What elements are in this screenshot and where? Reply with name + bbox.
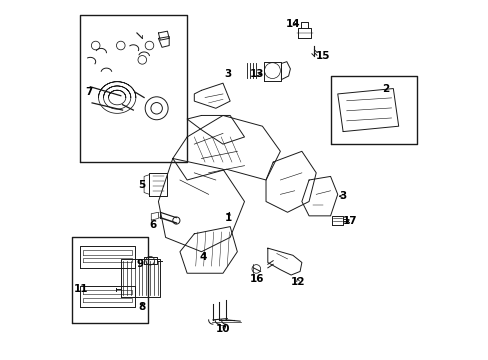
Text: 5: 5 [139, 180, 145, 190]
Text: 9: 9 [137, 259, 144, 269]
Text: 10: 10 [215, 324, 230, 334]
Text: 11: 11 [74, 284, 88, 294]
Text: 17: 17 [342, 216, 357, 226]
Text: 13: 13 [249, 69, 264, 79]
Text: 12: 12 [290, 277, 305, 287]
Text: 16: 16 [249, 274, 264, 284]
Text: 6: 6 [149, 220, 156, 230]
Text: 1: 1 [224, 213, 231, 222]
Text: 8: 8 [139, 302, 145, 312]
Text: 15: 15 [316, 51, 330, 61]
Text: 7: 7 [84, 87, 92, 97]
Text: 4: 4 [199, 252, 206, 262]
Text: 3: 3 [339, 191, 346, 201]
Text: 2: 2 [382, 84, 389, 94]
Text: 14: 14 [285, 19, 300, 29]
Text: 3: 3 [224, 69, 231, 79]
